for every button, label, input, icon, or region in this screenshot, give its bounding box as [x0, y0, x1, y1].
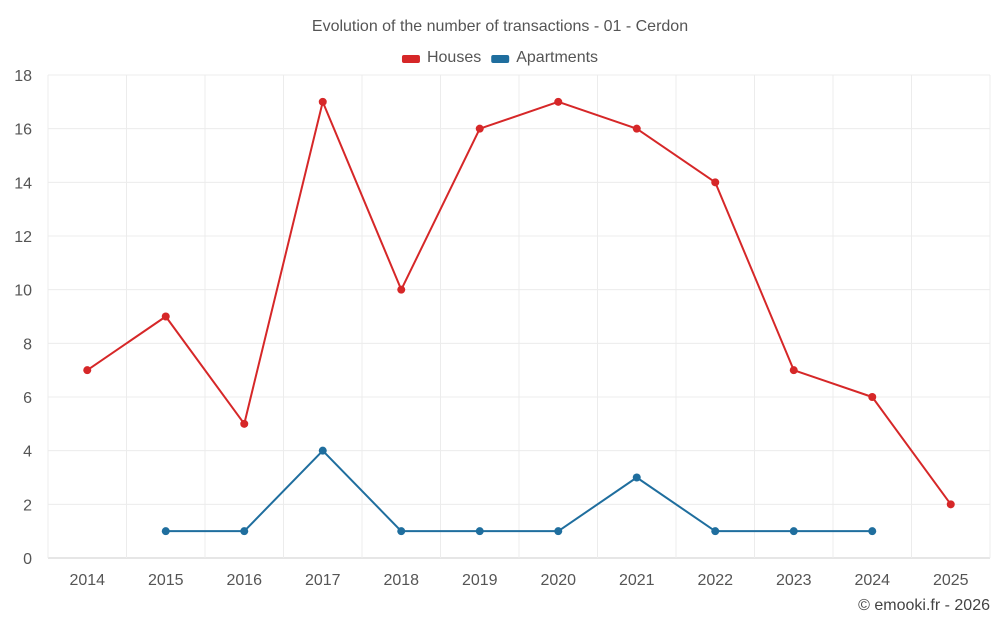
y-tick-label: 16 — [14, 122, 32, 139]
legend: Houses Apartments — [401, 49, 598, 66]
data-point-houses-2025[interactable] — [946, 500, 955, 509]
data-point-houses-2021[interactable] — [632, 124, 641, 133]
y-tick-label: 14 — [14, 175, 32, 192]
data-point-houses-2017[interactable] — [318, 97, 327, 106]
data-point-apartments-2023[interactable] — [789, 527, 798, 536]
x-tick-label: 2023 — [776, 572, 812, 589]
legend-swatch — [401, 55, 420, 63]
data-point-apartments-2017[interactable] — [318, 446, 327, 455]
x-tick-label: 2014 — [69, 572, 105, 589]
data-point-houses-2022[interactable] — [711, 178, 720, 187]
data-point-apartments-2018[interactable] — [397, 527, 406, 536]
x-tick-label: 2020 — [540, 572, 576, 589]
data-point-houses-2016[interactable] — [240, 419, 249, 428]
data-point-houses-2014[interactable] — [83, 366, 92, 375]
y-tick-label: 0 — [23, 551, 32, 568]
data-point-houses-2023[interactable] — [789, 366, 798, 375]
data-point-houses-2015[interactable] — [161, 312, 170, 321]
series-line-houses — [86, 100, 952, 505]
y-tick-label: 10 — [14, 283, 32, 300]
y-axis: 0 2 4 6 8 10 12 14 16 18 — [14, 68, 32, 568]
x-tick-label: 2024 — [854, 572, 890, 589]
x-tick-label: 2021 — [619, 572, 655, 589]
y-tick-label: 2 — [23, 497, 32, 514]
data-point-apartments-2024[interactable] — [868, 527, 877, 536]
data-point-houses-2024[interactable] — [868, 393, 877, 401]
series-line-apartments — [165, 449, 873, 533]
x-tick-label: 2015 — [148, 572, 184, 589]
x-tick-label: 2022 — [697, 572, 733, 589]
x-tick-label: 2016 — [226, 572, 262, 589]
y-tick-label: 8 — [23, 336, 32, 353]
data-point-apartments-2021[interactable] — [632, 473, 641, 482]
x-tick-label: 2025 — [933, 572, 969, 589]
data-point-houses-2020[interactable] — [554, 97, 563, 106]
x-tick-label: 2018 — [383, 572, 419, 589]
data-point-houses-2019[interactable] — [475, 124, 484, 133]
data-point-houses-2018[interactable] — [397, 285, 406, 294]
y-tick-label: 6 — [23, 390, 32, 407]
grid — [47, 74, 991, 559]
legend-swatch — [491, 55, 510, 63]
data-point-apartments-2015[interactable] — [161, 527, 170, 536]
x-tick-label: 2019 — [462, 572, 498, 589]
x-tick-label: 2017 — [305, 572, 341, 589]
x-axis: 2014 2015 2016 2017 2018 2019 2020 2021 2022 2023… — [69, 572, 968, 589]
series-layer — [83, 97, 955, 536]
legend-item-apartments[interactable]: Apartments — [491, 49, 598, 66]
data-point-apartments-2019[interactable] — [475, 527, 484, 536]
y-tick-label: 4 — [23, 444, 32, 461]
data-point-apartments-2020[interactable] — [554, 527, 563, 536]
data-point-apartments-2022[interactable] — [711, 527, 720, 536]
legend-label: Apartments — [516, 49, 598, 66]
legend-label: Houses — [427, 49, 481, 66]
y-tick-label: 18 — [14, 68, 32, 85]
chart-title: Evolution of the number of transactions … — [312, 18, 688, 35]
data-point-apartments-2016[interactable] — [240, 527, 249, 536]
y-tick-label: 12 — [14, 229, 32, 246]
footer-credit: © emooki.fr - 2026 — [858, 597, 990, 614]
legend-item-houses[interactable]: Houses — [401, 49, 481, 66]
